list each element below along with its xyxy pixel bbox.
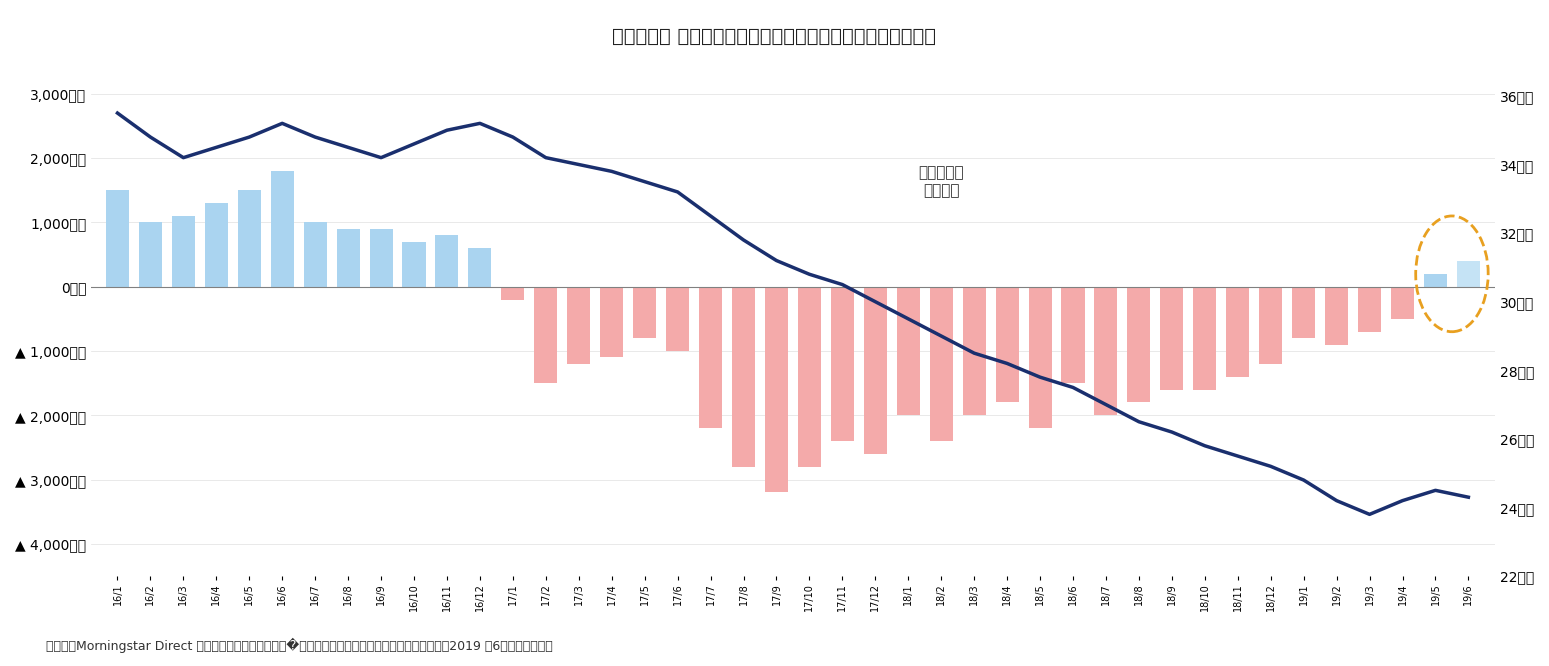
Bar — [1095, 286, 1117, 416]
Bar — [599, 286, 623, 358]
Bar — [1029, 286, 1052, 428]
Bar — [1061, 286, 1084, 383]
Bar — [172, 216, 195, 286]
Bar — [1424, 274, 1447, 286]
Bar — [502, 286, 525, 300]
Bar — [567, 286, 590, 364]
Bar — [733, 286, 754, 467]
Text: 純資産総額
（右軸）: 純資産総額 （右軸） — [919, 165, 963, 198]
Bar — [370, 229, 392, 286]
Bar — [1458, 261, 1479, 286]
Bar — [105, 190, 129, 286]
Bar — [1128, 286, 1151, 402]
Text: （資料）Morningstar Direct より作成。分配金の支払い�度が「月次」と「隔月」のファンドを集計。2019 年6月のみ推計値。: （資料）Morningstar Direct より作成。分配金の支払い�度が「月… — [46, 637, 553, 653]
Bar — [1391, 286, 1414, 319]
Bar — [798, 286, 821, 467]
Bar — [1259, 286, 1283, 364]
Bar — [1358, 286, 1382, 332]
Bar — [699, 286, 722, 428]
Bar — [435, 235, 459, 286]
Bar — [996, 286, 1019, 402]
Bar — [962, 286, 985, 416]
Bar — [237, 190, 260, 286]
Bar — [139, 222, 163, 286]
Bar — [634, 286, 657, 338]
Bar — [765, 286, 788, 492]
Bar — [468, 248, 491, 286]
Bar — [929, 286, 953, 441]
Bar — [1292, 286, 1315, 338]
Bar — [271, 171, 294, 286]
Bar — [897, 286, 920, 416]
Bar — [1324, 286, 1348, 344]
Bar — [336, 229, 359, 286]
Bar — [403, 242, 426, 286]
Bar — [1160, 286, 1183, 390]
Bar — [204, 203, 228, 286]
Bar — [666, 286, 689, 351]
Bar — [1193, 286, 1216, 390]
Bar — [1227, 286, 1250, 377]
Bar — [534, 286, 558, 383]
Text: 【図表３】 高頻度分配型ファンドの資金流出入と純資産総額: 【図表３】 高頻度分配型ファンドの資金流出入と純資産総額 — [612, 27, 937, 46]
Bar — [864, 286, 888, 454]
Bar — [830, 286, 853, 441]
Bar — [304, 222, 327, 286]
